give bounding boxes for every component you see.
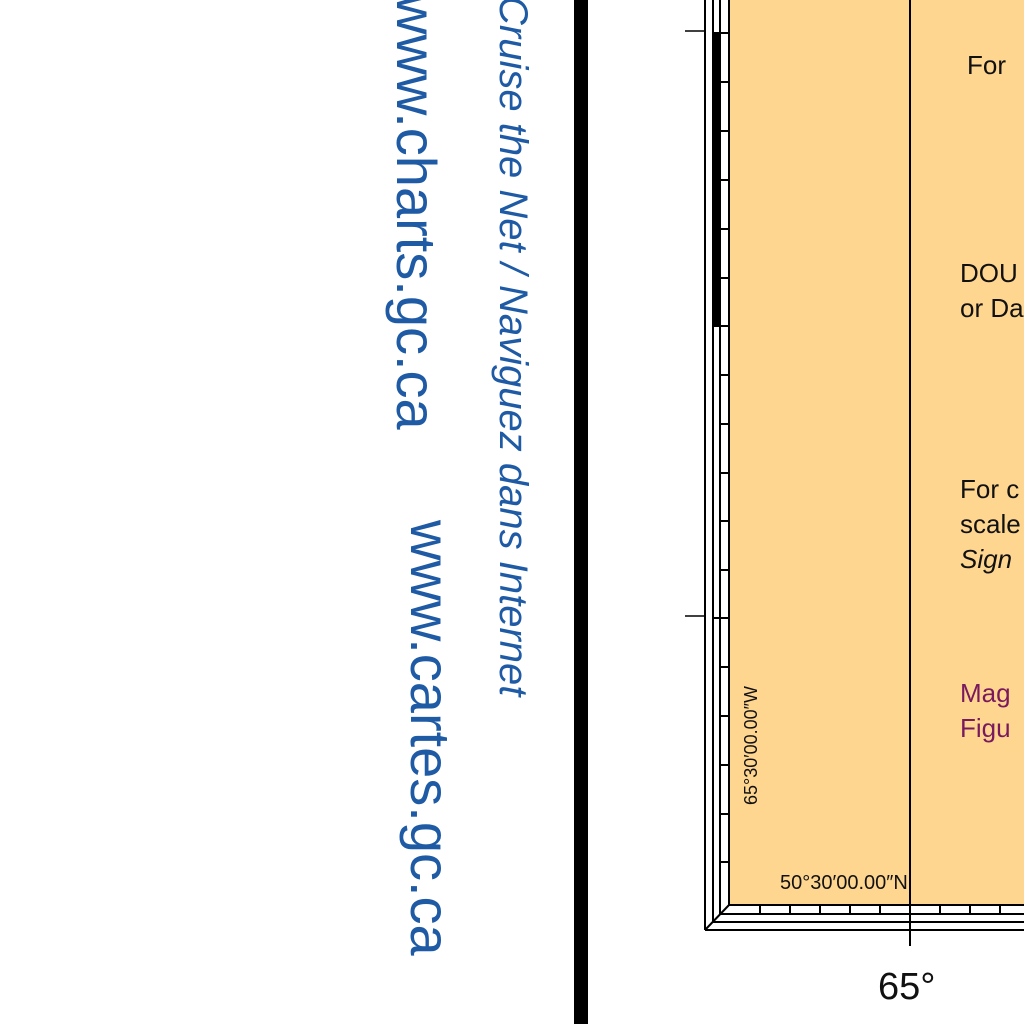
panel-line-2b: or Da <box>960 293 1024 323</box>
longitude-scale-label: 65° <box>878 966 936 1008</box>
panel-line-3c: Sign <box>960 544 1013 574</box>
margin-divider <box>574 0 588 1024</box>
latitude-label: 50°30′00.00″N <box>780 872 908 894</box>
panel-line-1: For <box>967 50 1006 80</box>
url-en-text: www.charts.gc.ca <box>385 0 448 430</box>
panel-line-3a: For c <box>960 474 1020 504</box>
url-fr-text: www.cartes.gc.ca <box>399 520 462 956</box>
panel-line-4a: Mag <box>960 678 1011 708</box>
longitude-label: 65°30′00.00″W <box>741 686 761 806</box>
panel-line-4b: Figu <box>960 713 1011 743</box>
slogan-text: Cruise the Net / Naviguez dans Internet <box>491 0 535 697</box>
panel-line-3b: scale <box>960 509 1021 539</box>
panel-line-2a: DOU <box>960 258 1018 288</box>
